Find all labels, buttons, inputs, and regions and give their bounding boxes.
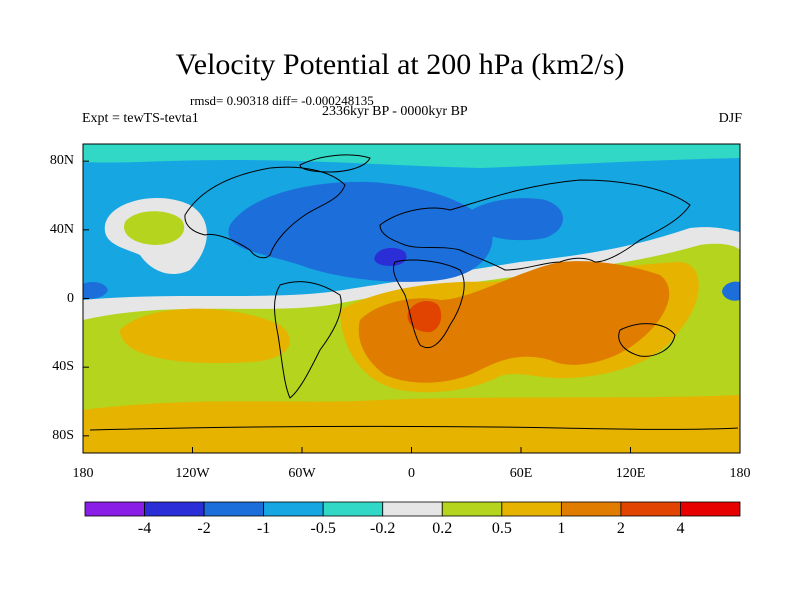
colorbar-swatch <box>501 501 562 517</box>
x-tick-label: 120E <box>615 466 646 481</box>
colorbar-swatch <box>680 501 741 517</box>
negative-edge-east <box>722 281 740 301</box>
coastlines <box>89 154 739 431</box>
x-tick-label: 0 <box>408 466 415 481</box>
x-tick-label: 120W <box>175 466 210 481</box>
colorbar-label: -0.5 <box>310 520 336 537</box>
colorbar-swatch <box>84 501 145 517</box>
negative-edge-west <box>83 282 108 299</box>
colorbar-swatch <box>382 501 443 517</box>
y-tick-label: 40N <box>49 221 74 237</box>
x-tick-label: 180 <box>729 466 751 481</box>
positive-band-south <box>83 395 740 453</box>
colorbar <box>84 501 741 517</box>
season-label: DJF <box>718 111 742 126</box>
colorbar-label: 0.2 <box>432 520 453 537</box>
weak-positive-pacific <box>124 211 185 245</box>
period-label: 2336kyr BP - 0000kyr BP <box>322 104 468 119</box>
colorbar-swatch <box>144 501 205 517</box>
colorbar-label: -4 <box>137 520 152 537</box>
colorbar-label: -0.2 <box>370 520 396 537</box>
positive-region-2 <box>358 261 670 383</box>
colorbar-swatch <box>263 501 324 517</box>
negative-region-atlantic <box>228 181 493 282</box>
x-tick-label: 180 <box>72 466 94 481</box>
colorbar-swatch <box>620 501 681 517</box>
colorbar-swatch <box>560 501 622 517</box>
y-tick-label: 0 <box>67 290 74 306</box>
experiment-label: Expt = tewTS-tevta1 <box>82 111 199 126</box>
colorbar-label: -1 <box>256 520 271 537</box>
colorbar-label: -2 <box>197 520 211 537</box>
x-tick-label: 60W <box>288 466 316 481</box>
positive-blob-pacific <box>120 308 290 364</box>
colorbar-label: 1 <box>557 520 566 537</box>
negative-region-asia <box>465 198 564 241</box>
x-tick-label: 60E <box>509 466 533 481</box>
positive-max <box>407 300 442 333</box>
colorbar-label: 4 <box>676 520 685 537</box>
colorbar-swatch <box>322 501 384 517</box>
colorbar-label: 2 <box>616 520 625 537</box>
y-tick-label: 80S <box>52 427 74 443</box>
y-tick-label: 80N <box>49 153 74 169</box>
stats-text: rmsd= 0.90318 diff= -0.000248135 <box>190 93 374 108</box>
colorbar-swatch <box>441 501 503 517</box>
arctic-band <box>83 144 740 168</box>
y-tick-label: 40S <box>52 359 74 375</box>
plot-title: Velocity Potential at 200 hPa (km2/s) <box>175 48 625 81</box>
colorbar-swatch <box>203 501 265 517</box>
contour-field <box>83 144 740 453</box>
colorbar-label: 0.5 <box>491 520 512 537</box>
axis-ticks <box>82 160 741 453</box>
